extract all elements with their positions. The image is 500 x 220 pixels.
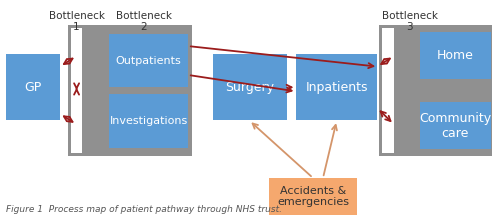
Text: Bottleneck
2: Bottleneck 2: [116, 11, 172, 32]
Bar: [70, 28, 83, 153]
Text: Inpatients: Inpatients: [306, 81, 368, 94]
Bar: [212, 54, 286, 120]
Bar: [420, 102, 490, 149]
Bar: [379, 26, 397, 156]
Text: GP: GP: [24, 81, 42, 94]
Text: Bottleneck
3: Bottleneck 3: [382, 11, 438, 32]
Bar: [269, 178, 358, 215]
Text: Accidents &
emergencies: Accidents & emergencies: [277, 186, 349, 207]
Bar: [420, 32, 490, 79]
Bar: [68, 26, 86, 156]
Text: Bottleneck
1: Bottleneck 1: [48, 11, 104, 32]
Bar: [397, 26, 492, 156]
Bar: [86, 26, 192, 156]
Bar: [296, 54, 377, 120]
Text: Outpatients: Outpatients: [116, 55, 182, 66]
Bar: [382, 28, 394, 153]
Bar: [109, 34, 188, 87]
Text: Figure 1  Process map of patient pathway through NHS trust.: Figure 1 Process map of patient pathway …: [6, 205, 281, 214]
Text: Home: Home: [436, 49, 474, 62]
Text: Investigations: Investigations: [110, 116, 188, 126]
Text: Surgery: Surgery: [225, 81, 274, 94]
Text: Community
care: Community care: [419, 112, 491, 140]
Bar: [6, 54, 60, 120]
Bar: [109, 94, 188, 148]
